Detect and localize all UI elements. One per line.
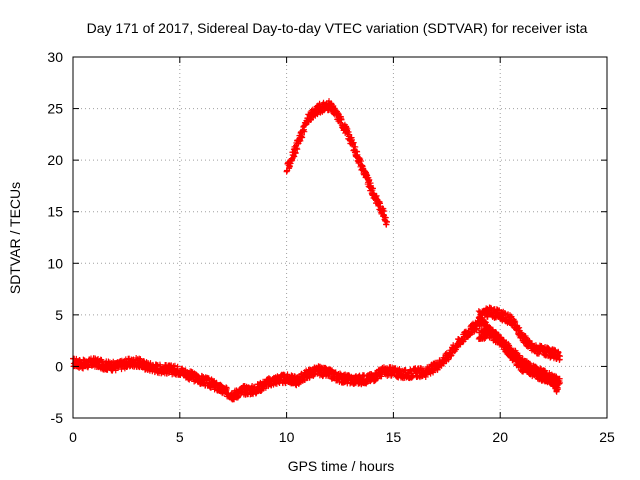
data-point <box>509 349 516 356</box>
data-point <box>344 125 351 132</box>
data-point <box>369 185 376 192</box>
data-point <box>165 370 172 377</box>
series-bottom-branch <box>475 326 561 395</box>
data-point <box>481 335 488 342</box>
data-point <box>291 153 298 160</box>
data-point <box>301 128 308 135</box>
data-point <box>484 313 491 320</box>
data-point <box>523 335 530 342</box>
data-point <box>537 365 544 372</box>
axis-ticks <box>72 56 608 419</box>
x-tick-labels: 0 5 10 15 20 25 <box>69 429 615 445</box>
data-point <box>297 137 304 144</box>
y-tick-label: 10 <box>47 255 63 271</box>
x-axis-label: GPS time / hours <box>288 458 395 474</box>
data-point <box>334 110 341 117</box>
data-point <box>354 151 361 158</box>
data-point <box>350 139 357 146</box>
series-baseline-track <box>70 318 482 403</box>
y-tick-label: 25 <box>47 101 63 117</box>
data-point <box>338 116 345 123</box>
data-point <box>381 208 388 215</box>
x-tick-label: 20 <box>492 429 508 445</box>
data-point <box>500 337 507 344</box>
x-tick-label: 25 <box>599 429 615 445</box>
x-tick-label: 15 <box>386 429 402 445</box>
plot-frame <box>72 56 608 419</box>
data-point <box>366 176 373 183</box>
y-tick-label: 0 <box>55 358 63 374</box>
data-point <box>299 134 306 141</box>
series-upper-branch <box>475 304 564 363</box>
x-tick-label: 10 <box>279 429 295 445</box>
x-tick-label: 0 <box>69 429 77 445</box>
data-point <box>112 367 119 374</box>
data-point <box>557 353 564 360</box>
data-point <box>477 314 484 321</box>
data-point <box>511 317 518 324</box>
data-point <box>352 143 359 150</box>
data-point <box>288 372 295 379</box>
chart-title: Day 171 of 2017, Sidereal Day-to-day VTE… <box>87 20 588 36</box>
data-point <box>382 214 389 221</box>
data-point <box>118 366 125 373</box>
data-point <box>383 219 390 226</box>
data-point <box>506 346 513 353</box>
data-point <box>516 324 523 331</box>
data-point <box>286 163 293 170</box>
y-axis-label: SDTVAR / TECUs <box>7 182 23 294</box>
y-tick-label: 15 <box>47 204 63 220</box>
y-tick-label: -5 <box>51 410 64 426</box>
data-point <box>474 325 481 332</box>
data-point <box>358 158 365 165</box>
data-point <box>223 385 230 392</box>
data-point <box>294 146 301 153</box>
data-point <box>205 375 212 382</box>
x-tick-label: 5 <box>176 429 184 445</box>
data-point <box>372 194 379 201</box>
data-points <box>70 98 564 403</box>
data-point <box>373 192 380 199</box>
data-point <box>308 116 315 123</box>
y-tick-labels: -5 0 5 10 15 20 25 30 <box>47 49 63 426</box>
y-tick-label: 20 <box>47 152 63 168</box>
data-point <box>171 362 178 369</box>
data-point <box>292 149 299 156</box>
data-point <box>293 145 300 152</box>
y-tick-label: 30 <box>47 49 63 65</box>
data-point <box>524 362 531 369</box>
data-point <box>174 363 181 370</box>
data-point <box>554 386 561 393</box>
y-tick-label: 5 <box>55 307 63 323</box>
data-point <box>430 369 437 376</box>
series-peak-arc <box>283 98 390 228</box>
